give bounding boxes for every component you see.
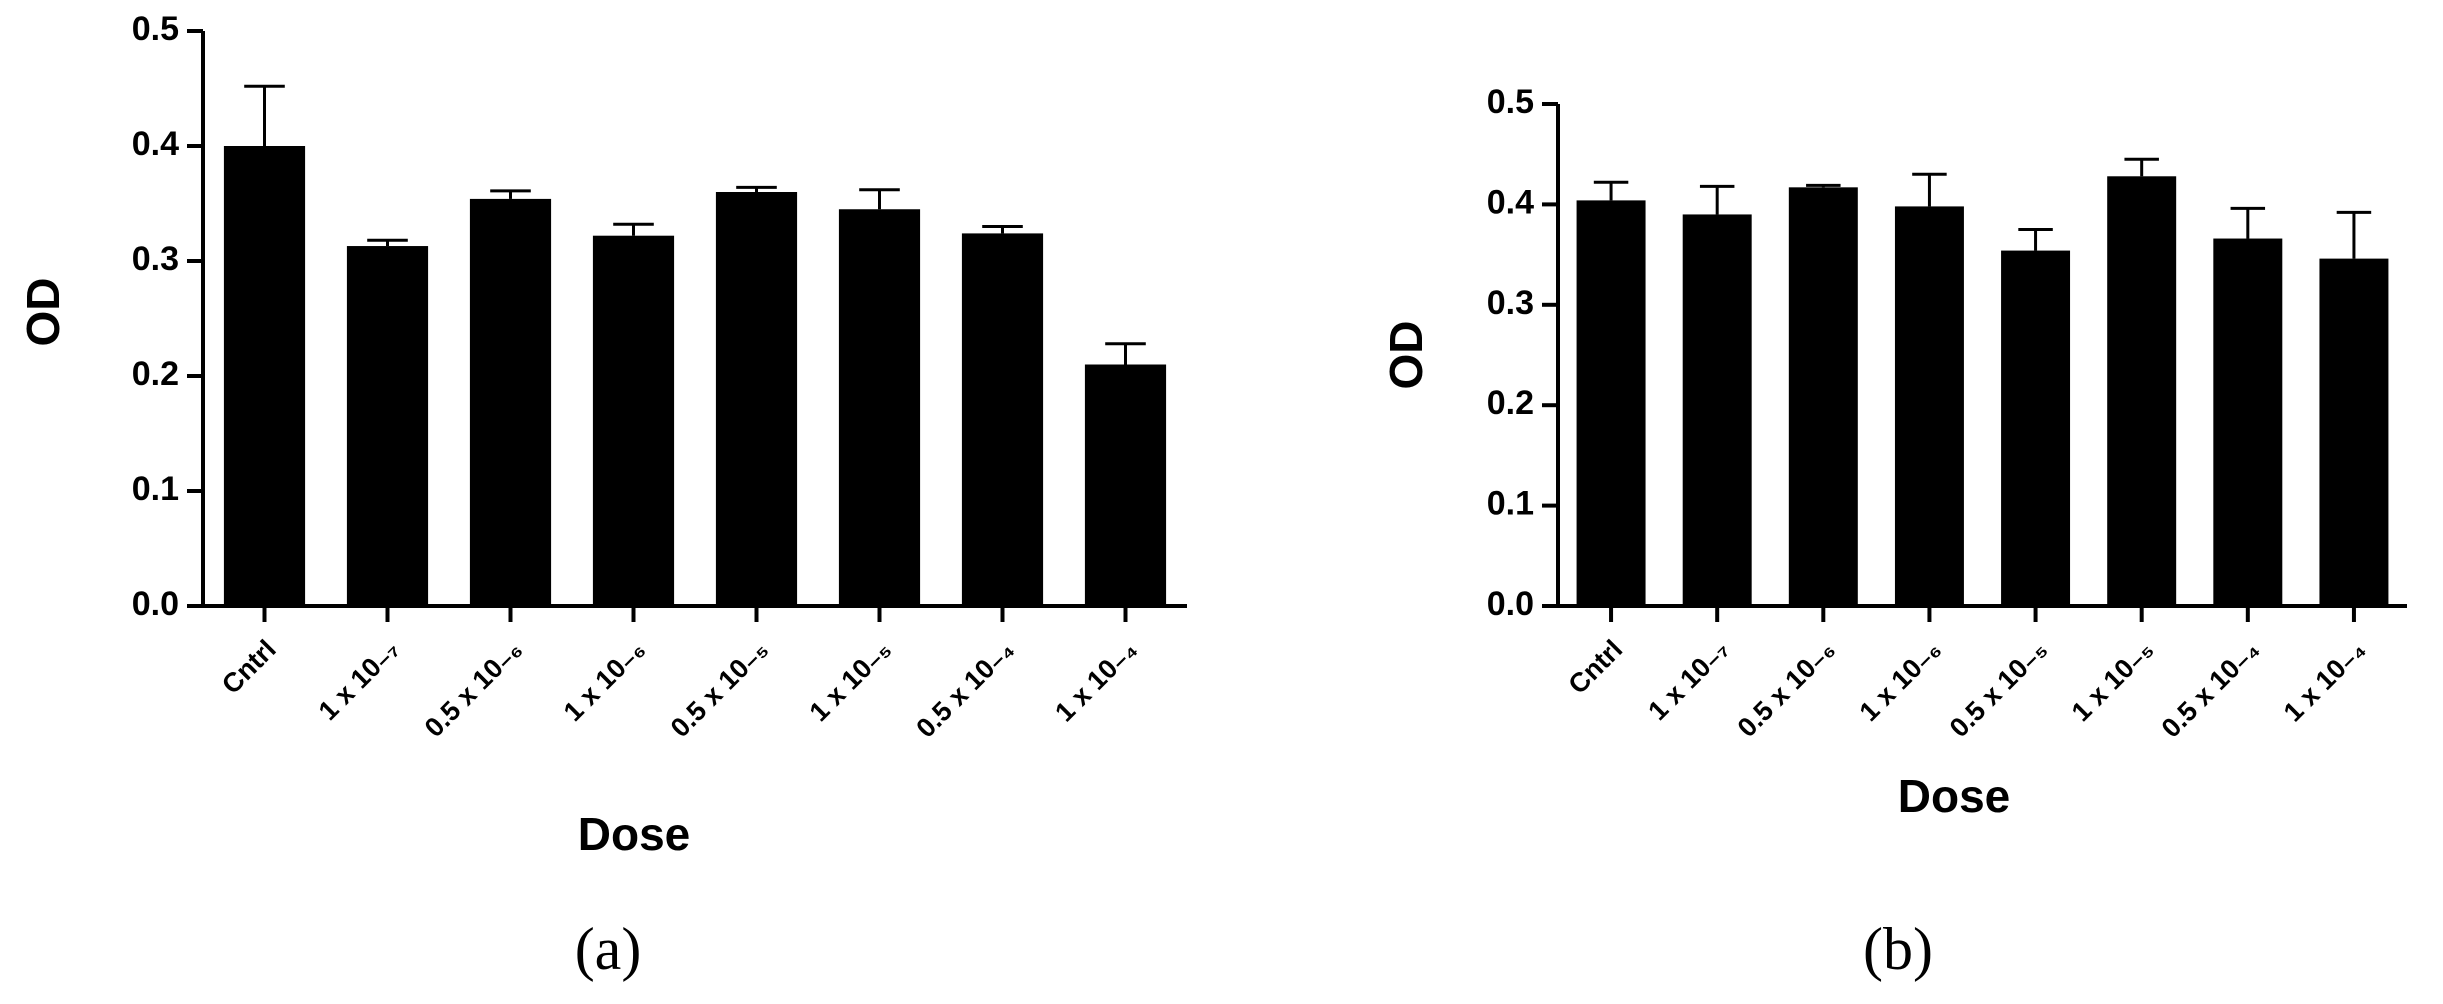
bar [838, 209, 921, 606]
y-tick-label: 0.3 [132, 240, 179, 278]
bar [223, 146, 306, 606]
x-tick-label: 0.5 x 10₋₄ [2156, 634, 2265, 743]
x-tick-label: 1 x 10₋₆ [1854, 634, 1947, 727]
bar [592, 235, 675, 606]
caption: (b) [1863, 916, 1933, 982]
y-tick-label: 0.2 [132, 355, 179, 393]
x-tick-label: Cntrl [1563, 634, 1629, 700]
x-tick-label: 0.5 x 10₋₅ [665, 634, 774, 743]
x-axis-label: Dose [1898, 770, 2010, 822]
bar [1576, 200, 1646, 606]
x-tick-label: 1 x 10₋₇ [313, 634, 405, 726]
caption: (a) [575, 916, 642, 982]
y-tick-label: 0.0 [1487, 585, 1534, 623]
bar [2001, 250, 2071, 607]
x-tick-label: 0.5 x 10₋₅ [1944, 634, 2053, 743]
bar [469, 198, 552, 606]
x-tick-label: 1 x 10₋₇ [1642, 634, 1734, 726]
y-tick-label: 0.5 [1487, 83, 1534, 121]
x-tick-label: 1 x 10₋₄ [1049, 634, 1142, 727]
y-axis-label: OD [1380, 321, 1432, 390]
y-axis-label: OD [17, 278, 69, 347]
y-tick-label: 0.5 [132, 10, 179, 48]
x-tick-label: 1 x 10₋₅ [2066, 634, 2159, 727]
x-tick-label: 1 x 10₋₅ [804, 634, 897, 727]
x-tick-label: 1 x 10₋₄ [2278, 634, 2371, 727]
bar [1894, 206, 1964, 606]
bar [2319, 258, 2389, 606]
y-tick-label: 0.2 [1487, 384, 1534, 422]
y-tick-label: 0.1 [132, 470, 179, 508]
y-tick-label: 0.4 [1487, 183, 1534, 221]
y-tick-label: 0.3 [1487, 284, 1534, 322]
x-axis-label: Dose [578, 808, 690, 860]
bar [346, 246, 429, 607]
y-tick-label: 0.1 [1487, 485, 1534, 523]
y-tick-label: 0.4 [132, 125, 179, 163]
x-tick-label: Cntrl [216, 634, 282, 700]
x-tick-label: 0.5 x 10₋₆ [1732, 634, 1841, 743]
y-tick-label: 0.0 [132, 585, 179, 623]
bar [1788, 187, 1858, 606]
x-tick-label: 0.5 x 10₋₆ [419, 634, 528, 743]
bar [961, 233, 1044, 606]
bar [1682, 214, 1752, 606]
x-tick-label: 1 x 10₋₆ [558, 634, 651, 727]
bar [1084, 364, 1167, 606]
x-tick-label: 0.5 x 10₋₄ [910, 634, 1019, 743]
bar [2107, 176, 2177, 606]
bar [715, 192, 798, 606]
bar [2213, 238, 2283, 606]
